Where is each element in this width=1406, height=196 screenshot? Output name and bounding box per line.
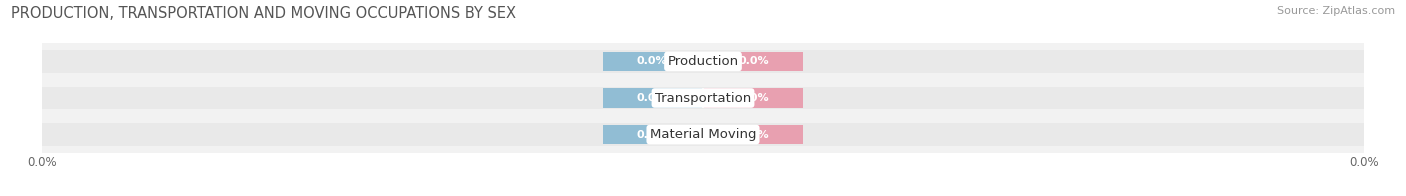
Text: 0.0%: 0.0%: [637, 56, 668, 66]
Text: Material Moving: Material Moving: [650, 128, 756, 141]
Text: 0.0%: 0.0%: [738, 56, 769, 66]
Text: Source: ZipAtlas.com: Source: ZipAtlas.com: [1277, 6, 1395, 16]
Text: Transportation: Transportation: [655, 92, 751, 104]
Bar: [42, 43, 1364, 80]
Bar: [42, 87, 1364, 109]
Bar: [603, 125, 702, 144]
Text: Production: Production: [668, 55, 738, 68]
Bar: [42, 50, 1364, 73]
Text: 0.0%: 0.0%: [637, 130, 668, 140]
Bar: [704, 88, 803, 108]
Bar: [42, 80, 1364, 116]
Text: PRODUCTION, TRANSPORTATION AND MOVING OCCUPATIONS BY SEX: PRODUCTION, TRANSPORTATION AND MOVING OC…: [11, 6, 516, 21]
Text: 0.0%: 0.0%: [637, 93, 668, 103]
Bar: [704, 52, 803, 71]
Bar: [603, 52, 702, 71]
Bar: [603, 88, 702, 108]
Bar: [704, 125, 803, 144]
Bar: [42, 116, 1364, 153]
Bar: [42, 123, 1364, 146]
Text: 0.0%: 0.0%: [738, 130, 769, 140]
Text: 0.0%: 0.0%: [738, 93, 769, 103]
